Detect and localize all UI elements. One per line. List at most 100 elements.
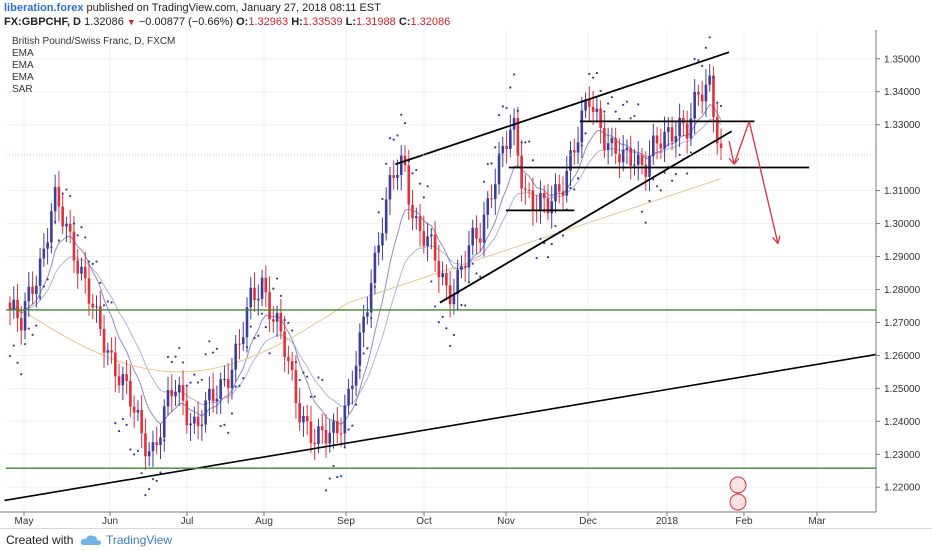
- sar-dot: [441, 315, 444, 319]
- sar-dot: [309, 395, 313, 398]
- candle-body: [117, 376, 121, 386]
- chart-header: liberation.forex published on TradingVie…: [0, 0, 932, 30]
- sar-dot: [336, 476, 339, 479]
- candle-body: [524, 188, 527, 190]
- sar-dot: [550, 243, 553, 246]
- sar-dot: [614, 110, 617, 113]
- sar-dot: [57, 239, 61, 242]
- horizontal-levels: 1.273791.225791.32086: [6, 147, 932, 476]
- candle-body: [354, 365, 358, 386]
- sar-dot: [313, 395, 316, 398]
- sar-dot: [245, 346, 249, 349]
- candle-body: [230, 369, 234, 388]
- channel-lower-line[interactable]: [439, 130, 733, 304]
- sar-dot: [219, 424, 222, 428]
- last-price-text: 1.32086: [84, 16, 124, 28]
- price-tick-label: 1.30000: [884, 219, 921, 230]
- forecast-dip-head: [728, 157, 740, 166]
- legend-sar[interactable]: SAR: [12, 84, 33, 95]
- sar-dot: [302, 371, 305, 374]
- candle-body: [493, 184, 497, 200]
- candle-body: [640, 154, 644, 165]
- candle-body: [76, 260, 80, 274]
- legend-ema-1[interactable]: EMA: [12, 48, 34, 59]
- candle-body: [591, 106, 595, 112]
- candle-body: [19, 317, 23, 331]
- price-chart[interactable]: 1.273791.225791.32086 1.35000 1.34000 1.33…: [0, 30, 932, 527]
- candle-body: [422, 231, 426, 247]
- candle-body: [253, 287, 256, 301]
- sar-dot: [155, 479, 158, 482]
- candle-body: [655, 135, 659, 144]
- candle-body: [8, 302, 12, 310]
- candle-body: [418, 216, 422, 232]
- candle-body: [708, 75, 712, 85]
- candle-body: [16, 299, 19, 318]
- candle-body: [373, 252, 377, 284]
- candle-body: [91, 303, 95, 308]
- sar-dot: [151, 478, 155, 481]
- event-icons[interactable]: [729, 476, 747, 511]
- candle-body: [121, 374, 125, 386]
- candle-body: [603, 127, 606, 150]
- sar-dot: [475, 272, 478, 275]
- sar-dot: [591, 76, 595, 79]
- candle-body: [159, 437, 162, 445]
- price-axis[interactable]: 1.35000 1.34000 1.33000 1.31000 1.30000 1.290…: [875, 30, 932, 527]
- sar-dot: [418, 182, 422, 185]
- sar-dot: [452, 333, 456, 337]
- forecast-segment: [728, 141, 735, 165]
- time-tick-label: Oct: [416, 516, 432, 527]
- candle-body: [219, 379, 222, 399]
- channel-upper-line[interactable]: [395, 51, 730, 166]
- candle-body: [689, 118, 693, 139]
- sar-dot: [294, 361, 298, 364]
- sar-dot: [351, 424, 354, 427]
- sar-dot: [223, 423, 226, 426]
- event-flag-icon[interactable]: [729, 493, 747, 511]
- candle-body: [35, 285, 38, 294]
- tradingview-cloud-icon[interactable]: [80, 533, 102, 547]
- candle-body: [685, 123, 689, 139]
- sar-dot: [415, 168, 418, 172]
- time-tick-label: Feb: [735, 516, 753, 527]
- price-tick-label: 1.24000: [884, 417, 921, 428]
- sar-dot: [516, 109, 519, 113]
- candle-body: [238, 343, 241, 345]
- sar-dot: [580, 144, 583, 147]
- sar-dot: [520, 141, 523, 144]
- sar-dot: [84, 236, 87, 239]
- forecast-segment: [733, 121, 750, 165]
- tradingview-brand[interactable]: TradingView: [106, 533, 173, 547]
- symbol-label[interactable]: FX:GBPCHF, D: [4, 16, 81, 28]
- publish-line: liberation.forex published on TradingVie…: [4, 2, 381, 14]
- open-label: O:: [236, 16, 249, 28]
- candle-body: [12, 299, 16, 310]
- candle-body: [599, 108, 602, 128]
- candle-body: [287, 357, 290, 362]
- publisher-name[interactable]: liberation.forex: [4, 2, 84, 14]
- sar-dot: [140, 472, 143, 475]
- time-axis[interactable]: May Jun Jul Aug Sep Oct Nov Dec 2018 Feb Mar: [0, 511, 876, 527]
- sar-dot: [332, 464, 335, 468]
- long-term-support-line[interactable]: [4, 351, 891, 502]
- candle-body: [501, 145, 505, 154]
- sar-dot: [283, 319, 286, 322]
- sar-dot: [69, 194, 72, 198]
- candle-body: [663, 131, 666, 149]
- sar-dot: [595, 71, 598, 75]
- event-flag-icon[interactable]: [729, 476, 747, 494]
- candle-body: [588, 99, 591, 107]
- sar-dot: [106, 300, 109, 303]
- price-tick-label: 1.27000: [884, 318, 921, 329]
- sar-dot: [704, 46, 708, 49]
- candle-body: [177, 384, 181, 393]
- legend-ema-2[interactable]: EMA: [12, 60, 34, 71]
- sar-dot: [607, 102, 610, 105]
- candle-body: [290, 361, 294, 371]
- candle-body: [83, 266, 87, 279]
- legend-ema-3[interactable]: EMA: [12, 72, 34, 83]
- candle-body: [185, 400, 189, 426]
- candle-body: [719, 143, 723, 149]
- sar-dots: [8, 36, 723, 497]
